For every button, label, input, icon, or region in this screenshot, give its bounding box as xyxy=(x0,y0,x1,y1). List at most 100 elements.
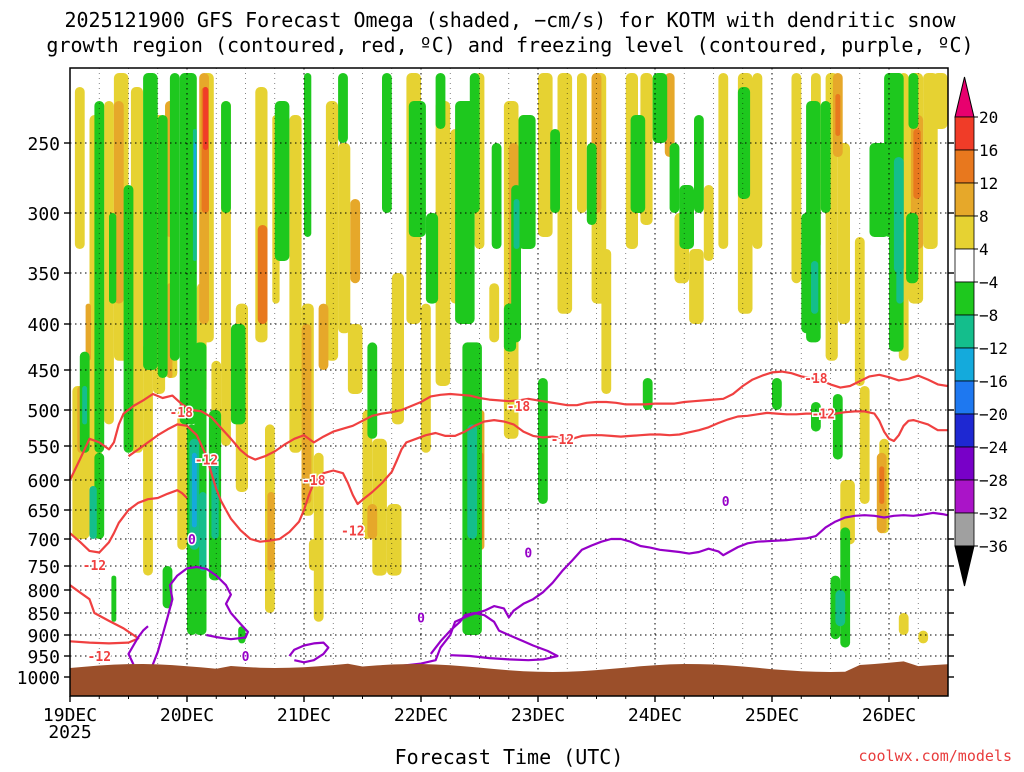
omega-cell xyxy=(391,273,404,425)
omega-cell xyxy=(577,73,587,213)
omega-cell xyxy=(367,504,378,539)
omega-cell xyxy=(469,73,480,213)
omega-cell xyxy=(169,73,180,361)
colorbar-arrow-top xyxy=(954,76,975,118)
colorbar-label: −12 xyxy=(979,339,1008,358)
omega-cell xyxy=(455,101,475,324)
colorbar-label: −8 xyxy=(979,306,998,325)
contour-label: -12 xyxy=(195,454,218,469)
y-tick-label: 650 xyxy=(27,501,60,522)
omega-cell xyxy=(837,143,850,324)
omega-cell xyxy=(689,249,704,324)
omega-cell xyxy=(230,324,246,425)
omega-cell xyxy=(772,378,782,410)
colorbar-swatch xyxy=(954,248,975,283)
freezing-contour-0c xyxy=(288,641,330,664)
freezing-contour-0 xyxy=(376,511,948,670)
omega-cell xyxy=(879,466,885,504)
omega-cell xyxy=(896,237,904,304)
omega-cell xyxy=(835,590,846,627)
contour-label: -18 xyxy=(302,474,326,489)
omega-cell xyxy=(386,504,402,576)
contour-label: -12 xyxy=(88,650,111,665)
colorbar-label: −4 xyxy=(979,273,998,292)
omega-cell xyxy=(372,438,387,576)
omega-cell xyxy=(491,143,502,249)
colorbar-swatch xyxy=(954,281,975,316)
x-tick-label: 20DEC xyxy=(160,705,214,726)
omega-cell xyxy=(703,185,714,261)
omega-cell xyxy=(811,402,821,432)
omega-cell xyxy=(367,342,378,439)
y-tick-label: 300 xyxy=(27,204,60,225)
omega-cell xyxy=(199,492,207,571)
omega-cell xyxy=(318,303,329,370)
y-tick-label: 800 xyxy=(27,581,60,602)
omega-cell xyxy=(193,143,197,213)
omega-cell xyxy=(85,303,91,361)
omega-cell xyxy=(421,303,431,453)
y-tick-label: 500 xyxy=(27,401,60,422)
omega-cell xyxy=(737,87,751,199)
omega-cell xyxy=(211,452,219,539)
omega-cell xyxy=(630,115,646,213)
y-tick-label: 450 xyxy=(27,361,60,382)
colorbar-label: −28 xyxy=(979,471,1008,490)
dgz-contour-m12-low xyxy=(69,489,188,554)
omega-cell xyxy=(221,101,231,213)
omega-shading xyxy=(72,73,948,648)
y-tick-label: 600 xyxy=(27,471,60,492)
omega-cell xyxy=(513,199,520,249)
contour-label: -18 xyxy=(507,400,531,415)
y-tick-label: 550 xyxy=(27,437,60,458)
y-tick-label: 950 xyxy=(27,647,60,668)
contour-label: -12 xyxy=(83,559,106,574)
omega-cell xyxy=(308,539,319,571)
omega-cell xyxy=(840,527,851,648)
contour-label: -18 xyxy=(169,406,193,421)
ground-terrain xyxy=(70,661,948,696)
omega-cell xyxy=(89,486,97,539)
x-axis-label: Forecast Time (UTC) xyxy=(395,745,624,768)
y-axis: 2503003504004505005506006507007508008509… xyxy=(17,134,954,689)
omega-cell xyxy=(313,452,324,622)
x-year-label: 2025 xyxy=(48,722,91,743)
omega-cell xyxy=(109,213,117,304)
chart-title: 2025121900 GFS Forecast Omega (shaded, −… xyxy=(64,8,956,32)
colorbar-label: 16 xyxy=(979,141,998,160)
omega-cell xyxy=(179,73,197,425)
dgz-contour-m12-bottom xyxy=(69,584,140,645)
omega-cell xyxy=(111,575,117,622)
y-tick-label: 700 xyxy=(27,530,60,551)
x-tick-label: 21DEC xyxy=(277,705,331,726)
contour-label: 0 xyxy=(722,495,730,510)
contour-label: -12 xyxy=(341,524,364,539)
colorbar-label: 12 xyxy=(979,174,998,193)
omega-cell xyxy=(382,73,392,213)
contour-label: -12 xyxy=(811,408,834,423)
omega-cell xyxy=(791,73,802,284)
x-tick-label: 25DEC xyxy=(745,705,799,726)
omega-cell xyxy=(652,73,668,143)
omega-cell xyxy=(586,143,597,225)
omega-cell xyxy=(557,73,573,314)
omega-cell xyxy=(538,378,548,504)
omega-cell xyxy=(350,199,361,284)
omega-cell xyxy=(338,143,351,334)
omega-cell xyxy=(908,73,919,129)
colorbar-swatch xyxy=(954,116,975,151)
omega-cell xyxy=(347,324,363,394)
colorbar-label: −16 xyxy=(979,372,1008,391)
omega-cell xyxy=(694,115,704,213)
y-tick-label: 400 xyxy=(27,315,60,336)
omega-cell xyxy=(467,424,478,539)
colorbar-label: 20 xyxy=(979,108,998,127)
colorbar-swatch xyxy=(954,512,975,547)
omega-cell xyxy=(211,360,222,425)
omega-cell xyxy=(113,101,124,304)
omega-cell xyxy=(143,342,153,576)
omega-cell xyxy=(906,213,919,284)
colorbar-label: −32 xyxy=(979,504,1008,523)
omega-cell xyxy=(601,249,612,394)
